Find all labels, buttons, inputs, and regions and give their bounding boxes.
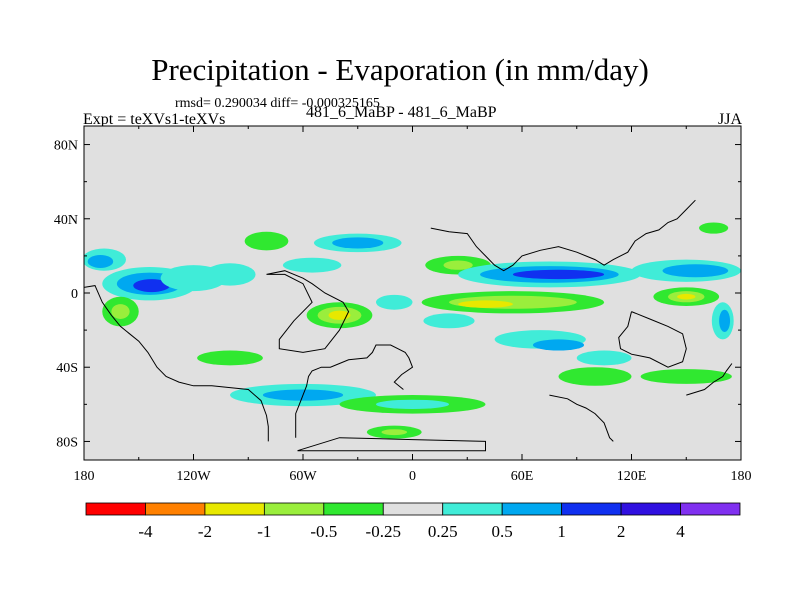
colorbar-box	[323, 502, 384, 516]
contour-region	[244, 231, 289, 251]
contour-region	[558, 367, 632, 386]
x-tick-label: 120W	[176, 469, 211, 484]
stats-text: rmsd= 0.290034 diff= -0.000325165	[175, 96, 380, 111]
x-tick-label: 180	[731, 469, 752, 484]
contour-region	[458, 300, 513, 308]
contour-region	[376, 399, 449, 409]
contour-region	[376, 294, 413, 310]
contour-region	[640, 369, 732, 384]
colorbar-box	[382, 502, 444, 516]
colorbar-label: 2	[617, 522, 626, 541]
colorbar-box	[263, 502, 325, 516]
contour-region	[719, 309, 731, 332]
colorbar-label: 0.25	[428, 522, 458, 541]
x-tick-label: 60E	[511, 469, 534, 484]
contour-region	[677, 293, 696, 300]
colorbar-label: 1	[557, 522, 566, 541]
contour-region	[204, 263, 256, 286]
contour-region	[197, 350, 263, 366]
x-tick-label: 0	[409, 469, 416, 484]
y-tick-label: 40N	[54, 213, 78, 228]
contour-region	[332, 237, 384, 249]
coastline	[430, 199, 696, 272]
x-tick-label: 120E	[617, 469, 647, 484]
colorbar-label: -2	[198, 522, 212, 541]
season-label: JJA	[717, 111, 742, 128]
contour-region	[699, 222, 729, 234]
experiment-label: Expt = teXVs1-teXVs	[83, 111, 226, 128]
contour-region	[532, 339, 585, 351]
colorbar-box	[442, 502, 503, 516]
colorbar-label: 0.5	[492, 522, 513, 541]
coastline	[84, 285, 269, 442]
colorbar-box	[501, 502, 563, 516]
colorbar-box	[620, 502, 681, 516]
contour-region	[111, 304, 130, 319]
colorbar-box	[561, 502, 622, 516]
coastline	[266, 270, 350, 353]
coastline	[295, 344, 414, 438]
contour-region	[133, 279, 170, 293]
case-label: 481_6_MaBP - 481_6_MaBP	[306, 104, 497, 121]
coastline	[549, 394, 614, 442]
colorbar-label: -4	[138, 522, 153, 541]
colorbar-box	[204, 502, 265, 516]
contour-region	[662, 264, 729, 278]
y-tick-label: 80S	[56, 435, 78, 450]
colorbar-label: -0.5	[310, 522, 337, 541]
contour-region	[381, 429, 408, 436]
coastline-layer	[84, 199, 733, 452]
contour-region	[282, 257, 342, 273]
x-tick-label: 60W	[289, 469, 317, 484]
colorbar-label: -1	[257, 522, 271, 541]
chart-title: Precipitation - Evaporation (in mm/day)	[151, 52, 649, 87]
contour-region	[328, 310, 351, 320]
y-tick-label: 80N	[54, 139, 78, 154]
contour-region	[423, 313, 475, 329]
x-tick-label: 180	[74, 469, 95, 484]
colorbar-box	[680, 502, 741, 516]
contour-region	[443, 260, 473, 270]
contour-region	[87, 254, 114, 268]
y-tick-label: 40S	[56, 361, 78, 376]
colorbar-label: -0.25	[366, 522, 401, 541]
coastline	[297, 437, 486, 452]
colorbar-box	[85, 502, 146, 516]
colorbar-box	[145, 502, 206, 516]
y-tick-label: 0	[71, 287, 78, 302]
colorbar-label: 4	[676, 522, 685, 541]
coastline	[686, 363, 733, 396]
coastline	[618, 311, 687, 368]
contour-region	[512, 269, 605, 280]
contour-region	[576, 350, 632, 366]
